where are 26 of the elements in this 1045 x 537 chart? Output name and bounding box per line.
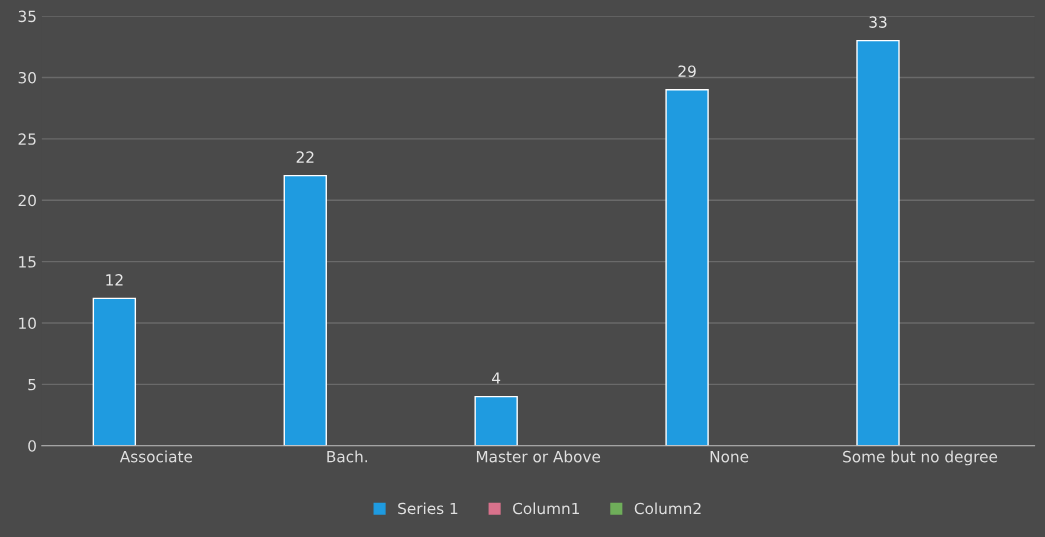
bar <box>665 89 709 446</box>
x-tick-label: None <box>710 451 749 463</box>
data-label: 4 <box>492 372 501 384</box>
data-label: 29 <box>678 65 696 77</box>
y-tick-label: 15 <box>19 256 36 268</box>
data-label: 22 <box>296 151 314 163</box>
y-tick-label: 35 <box>18 10 36 23</box>
bar <box>92 297 137 446</box>
legend-label: Series 1 <box>398 502 458 515</box>
y-tick-label: 20 <box>18 194 36 207</box>
legend-label: Column1 <box>513 502 579 515</box>
x-tick-label: Master or Above <box>476 450 601 463</box>
bar <box>474 395 518 446</box>
data-label: 12 <box>106 274 123 286</box>
y-tick-label: 5 <box>28 379 36 391</box>
bar <box>856 39 900 446</box>
x-tick-label: Bach. <box>327 450 367 463</box>
x-tick-label: Some but no degree <box>843 450 998 466</box>
legend-label: Column2 <box>634 502 701 515</box>
x-tick-label: Associate <box>119 450 193 463</box>
y-tick-label: 0 <box>28 440 36 452</box>
y-tick-label: 10 <box>19 317 36 329</box>
y-tick-label: 25 <box>18 133 36 145</box>
y-tick-label: 30 <box>18 71 36 84</box>
data-label: 33 <box>869 16 887 28</box>
bar <box>283 174 327 446</box>
